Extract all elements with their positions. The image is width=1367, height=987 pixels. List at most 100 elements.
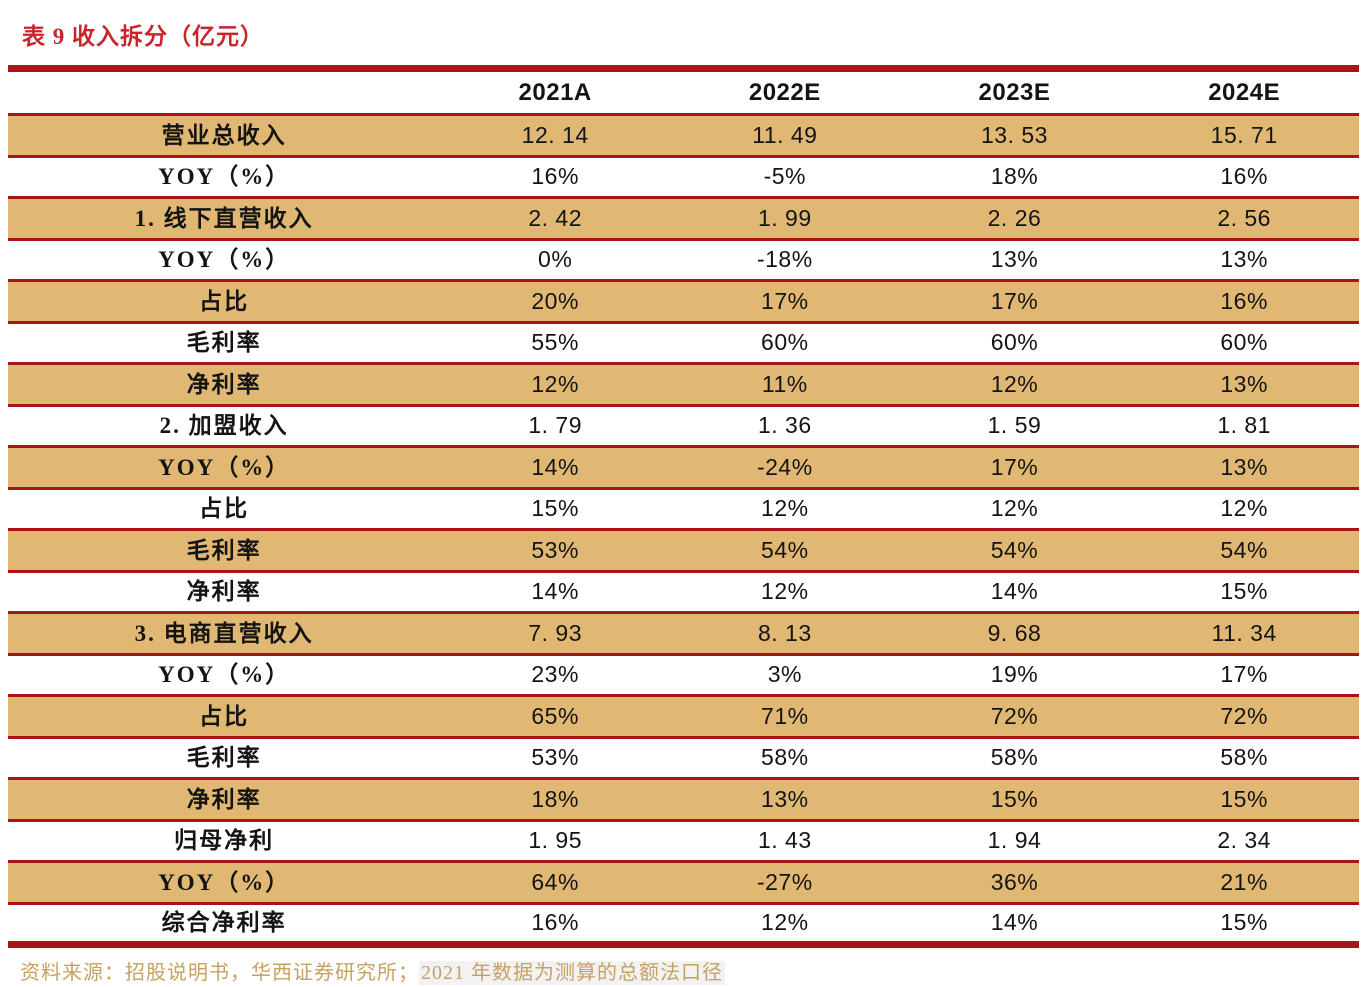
cell-value: 17% xyxy=(899,445,1130,488)
cell-value: 0% xyxy=(440,237,670,281)
cell-value: -27% xyxy=(669,860,900,903)
cell-value: 15% xyxy=(899,777,1130,820)
row-label: 营业总收入 xyxy=(8,113,441,156)
row-label: 归母净利 xyxy=(8,818,441,862)
table-row: YOY（%） 14% -24% 17% 13% xyxy=(8,445,1359,488)
cell-value: 23% xyxy=(440,652,670,696)
cell-value: 54% xyxy=(1129,528,1359,571)
row-label: 毛利率 xyxy=(8,735,441,779)
cell-value: 1. 59 xyxy=(899,403,1130,447)
cell-value: 2. 42 xyxy=(440,196,670,239)
cell-value: 14% xyxy=(899,569,1130,613)
cell-value: 16% xyxy=(440,154,670,198)
cell-value: 13% xyxy=(1129,362,1359,405)
cell-value: 11% xyxy=(669,362,900,405)
cell-value: 14% xyxy=(440,569,670,613)
cell-value: 15% xyxy=(1129,777,1359,820)
cell-value: 14% xyxy=(440,445,670,488)
cell-value: 11. 34 xyxy=(1129,611,1359,654)
row-label: YOY（%） xyxy=(8,860,441,903)
cell-value: 55% xyxy=(440,320,670,364)
cell-value: 54% xyxy=(899,528,1130,571)
revenue-table-body: 营业总收入 12. 14 11. 49 13. 53 15. 71 YOY（%） 16% -5… xyxy=(8,113,1359,945)
row-label: 净利率 xyxy=(8,569,441,613)
table-header: 2021A 2022E 2023E 2024E xyxy=(8,68,1359,115)
cell-value: 2. 34 xyxy=(1129,818,1359,862)
cell-value: 21% xyxy=(1129,860,1359,903)
cell-value: 72% xyxy=(899,694,1130,737)
table-row: 1. 线下直营收入 2. 42 1. 99 2. 26 2. 56 xyxy=(8,196,1359,239)
cell-value: 12% xyxy=(899,362,1130,405)
table-row: 毛利率 53% 58% 58% 58% xyxy=(8,735,1359,779)
row-label: 3. 电商直营收入 xyxy=(8,611,441,654)
cell-value: 53% xyxy=(440,528,670,571)
cell-value: 13% xyxy=(669,777,900,820)
cell-value: 11. 49 xyxy=(669,113,900,156)
row-label: YOY（%） xyxy=(8,445,441,488)
cell-value: 54% xyxy=(669,528,900,571)
row-label: 1. 线下直营收入 xyxy=(8,196,441,239)
cell-value: -24% xyxy=(669,445,900,488)
cell-value: 2. 26 xyxy=(899,196,1130,239)
cell-value: 15. 71 xyxy=(1129,113,1359,156)
cell-value: 19% xyxy=(899,652,1130,696)
cell-value: 12% xyxy=(440,362,670,405)
cell-value: 16% xyxy=(1129,279,1359,322)
row-label: 2. 加盟收入 xyxy=(8,403,441,447)
row-label: 毛利率 xyxy=(8,528,441,571)
table-row: YOY（%） 64% -27% 36% 21% xyxy=(8,860,1359,903)
table-row: 综合净利率 16% 12% 14% 15% xyxy=(8,901,1359,945)
cell-value: 13% xyxy=(899,237,1130,281)
table-row: 3. 电商直营收入 7. 93 8. 13 9. 68 11. 34 xyxy=(8,611,1359,654)
table-row: 占比 65% 71% 72% 72% xyxy=(8,694,1359,737)
cell-value: 3% xyxy=(669,652,900,696)
cell-value: 1. 95 xyxy=(440,818,670,862)
table-row: YOY（%） 16% -5% 18% 16% xyxy=(8,154,1359,198)
table-row: 占比 20% 17% 17% 16% xyxy=(8,279,1359,322)
cell-value: 20% xyxy=(440,279,670,322)
revenue-breakdown-table: 2021A 2022E 2023E 2024E 营业总收入 12. 14 11. 49 13… xyxy=(8,65,1359,948)
cell-value: 1. 99 xyxy=(669,196,900,239)
table-row: 净利率 18% 13% 15% 15% xyxy=(8,777,1359,820)
cell-value: 36% xyxy=(899,860,1130,903)
cell-value: -5% xyxy=(669,154,900,198)
row-label: YOY（%） xyxy=(8,237,441,281)
cell-value: 71% xyxy=(669,694,900,737)
cell-value: 58% xyxy=(899,735,1130,779)
header-cell-year: 2024E xyxy=(1208,78,1281,106)
header-cell-empty xyxy=(8,69,440,115)
table-row: 毛利率 53% 54% 54% 54% xyxy=(8,528,1359,571)
source-note-highlight: 2021 年数据为测算的总额法口径 xyxy=(419,961,725,985)
cell-value: 15% xyxy=(440,486,670,530)
header-row: 2021A 2022E 2023E 2024E xyxy=(8,68,1359,115)
table-row: YOY（%） 0% -18% 13% 13% xyxy=(8,237,1359,281)
cell-value: 72% xyxy=(1129,694,1359,737)
row-label: 毛利率 xyxy=(8,320,441,364)
cell-value: 14% xyxy=(899,901,1130,945)
table-row: 营业总收入 12. 14 11. 49 13. 53 15. 71 xyxy=(8,113,1359,156)
cell-value: 12% xyxy=(669,901,900,945)
cell-value: 1. 94 xyxy=(899,818,1130,862)
cell-value: 15% xyxy=(1129,901,1359,945)
cell-value: 18% xyxy=(440,777,670,820)
table-row: 归母净利 1. 95 1. 43 1. 94 2. 34 xyxy=(8,818,1359,862)
cell-value: 13% xyxy=(1129,237,1359,281)
cell-value: 1. 36 xyxy=(669,403,900,447)
table-row: 毛利率 55% 60% 60% 60% xyxy=(8,320,1359,364)
cell-value: 1. 79 xyxy=(440,403,670,447)
cell-value: 12. 14 xyxy=(440,113,670,156)
cell-value: 17% xyxy=(1129,652,1359,696)
cell-value: 60% xyxy=(899,320,1130,364)
cell-value: 16% xyxy=(1129,154,1359,198)
cell-value: 12% xyxy=(1129,486,1359,530)
header-cell-year: 2021A xyxy=(518,78,592,106)
cell-value: 17% xyxy=(899,279,1130,322)
cell-value: 9. 68 xyxy=(899,611,1130,654)
row-label: 净利率 xyxy=(8,777,441,820)
cell-value: 7. 93 xyxy=(440,611,670,654)
cell-value: 1. 81 xyxy=(1129,403,1359,447)
source-text: 资料来源：招股说明书，华西证券研究所； xyxy=(20,962,419,984)
header-cell-year: 2022E xyxy=(748,78,821,106)
table-row: YOY（%） 23% 3% 19% 17% xyxy=(8,652,1359,696)
cell-value: 12% xyxy=(669,486,900,530)
